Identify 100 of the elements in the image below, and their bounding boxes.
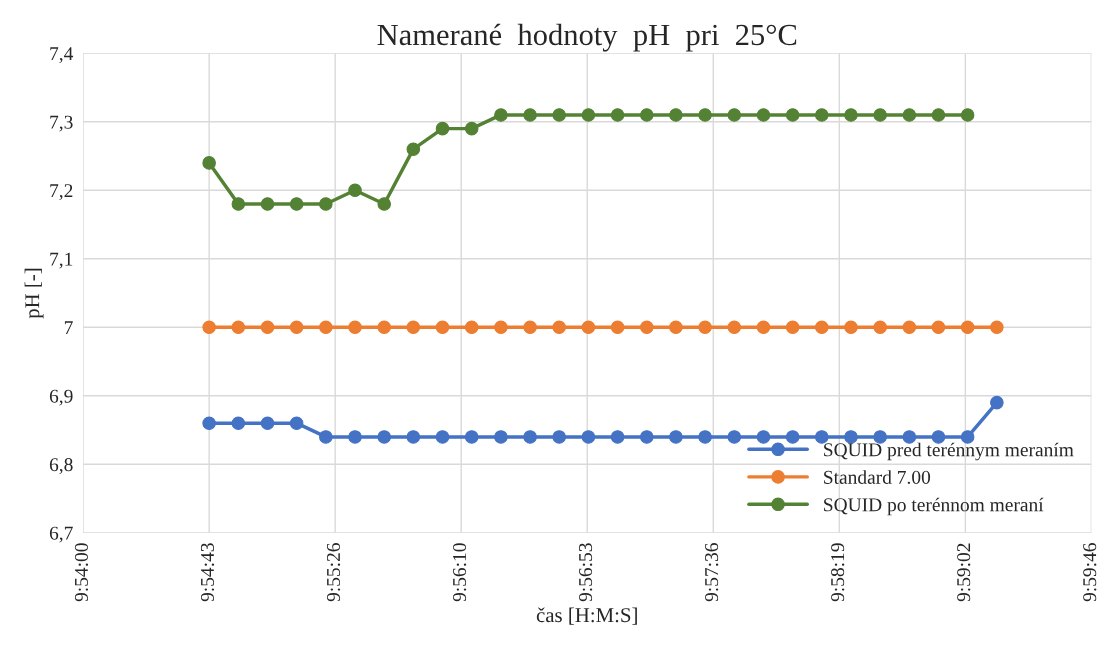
x-tick-label: 9:57:36 bbox=[705, 543, 719, 602]
point bbox=[873, 108, 887, 122]
point bbox=[640, 108, 654, 122]
point bbox=[873, 430, 887, 444]
point bbox=[698, 108, 712, 122]
point bbox=[231, 416, 246, 430]
point bbox=[727, 108, 742, 122]
point bbox=[844, 108, 858, 122]
point bbox=[902, 320, 917, 335]
point bbox=[377, 430, 391, 444]
y-tick-label: 7,2 bbox=[50, 184, 73, 201]
point bbox=[319, 197, 333, 211]
point bbox=[435, 121, 450, 136]
point bbox=[552, 108, 566, 122]
point bbox=[202, 416, 216, 430]
point bbox=[494, 430, 508, 444]
point bbox=[581, 108, 596, 122]
x-tick-label: 9:59:02 bbox=[957, 543, 971, 602]
point bbox=[348, 430, 362, 444]
point bbox=[698, 320, 712, 335]
point bbox=[348, 320, 362, 335]
point bbox=[260, 320, 275, 335]
point bbox=[406, 430, 421, 444]
point bbox=[902, 108, 917, 122]
point bbox=[435, 430, 450, 444]
y-tick-label: 6,7 bbox=[49, 526, 73, 543]
y-tick-label: 7 bbox=[64, 321, 73, 335]
point bbox=[873, 320, 887, 335]
point bbox=[727, 430, 742, 444]
chart-title: Namerané hodnoty pH pri 25°C bbox=[377, 23, 797, 52]
point bbox=[494, 108, 508, 122]
legend-label: SQUID pred terénnym meraním bbox=[824, 442, 1074, 461]
point bbox=[815, 430, 829, 444]
x-tick-label: 9:54:00 bbox=[74, 543, 89, 602]
point bbox=[202, 156, 216, 170]
point bbox=[319, 320, 333, 335]
point bbox=[610, 320, 625, 335]
point bbox=[464, 430, 479, 444]
point bbox=[669, 320, 683, 335]
point bbox=[990, 320, 1004, 335]
point bbox=[844, 320, 858, 335]
point bbox=[231, 197, 246, 211]
point bbox=[435, 320, 450, 335]
point bbox=[552, 320, 566, 335]
point bbox=[785, 430, 800, 444]
point bbox=[406, 320, 421, 335]
y-axis-title: pH [-] bbox=[24, 268, 44, 319]
point bbox=[377, 320, 391, 335]
point bbox=[552, 430, 566, 444]
point bbox=[581, 430, 596, 444]
point bbox=[931, 108, 946, 122]
point bbox=[640, 430, 654, 444]
legend-label: SQUID po terénnom meraní bbox=[824, 497, 1044, 516]
point bbox=[523, 430, 537, 444]
point bbox=[289, 320, 304, 335]
y-tick-label: 6,8 bbox=[49, 458, 73, 475]
x-tick-label: 9:58:19 bbox=[831, 543, 845, 602]
y-tick-label: 6,9 bbox=[49, 389, 73, 406]
point bbox=[523, 320, 537, 335]
point bbox=[202, 320, 216, 335]
point bbox=[931, 320, 946, 335]
x-tick-label: 9:55:26 bbox=[326, 543, 341, 602]
point bbox=[348, 183, 362, 198]
point bbox=[960, 108, 975, 122]
point bbox=[756, 430, 771, 444]
point bbox=[260, 197, 275, 211]
x-tick-label: 9:56:10 bbox=[452, 543, 467, 602]
point bbox=[727, 320, 742, 335]
point bbox=[990, 395, 1004, 410]
y-tick-label: 7,1 bbox=[50, 252, 73, 269]
point bbox=[581, 320, 596, 335]
point bbox=[960, 320, 975, 335]
point bbox=[669, 108, 683, 122]
point bbox=[785, 108, 800, 122]
point bbox=[377, 197, 391, 211]
point bbox=[260, 416, 275, 430]
point bbox=[289, 197, 304, 211]
legend-label: Standard 7.00 bbox=[824, 470, 931, 484]
point bbox=[406, 142, 421, 156]
point bbox=[756, 320, 771, 335]
point bbox=[698, 430, 712, 444]
point bbox=[844, 430, 858, 444]
point bbox=[231, 320, 246, 335]
point bbox=[640, 320, 654, 335]
point bbox=[756, 108, 771, 122]
y-tick-label: 7,3 bbox=[50, 115, 73, 132]
x-tick-label: 9:59:46 bbox=[1083, 543, 1097, 602]
point bbox=[289, 416, 304, 430]
point bbox=[464, 320, 479, 335]
point bbox=[669, 430, 683, 444]
x-tick-label: 9:54:43 bbox=[200, 543, 215, 602]
point bbox=[610, 108, 625, 122]
point bbox=[319, 430, 333, 444]
point bbox=[494, 320, 508, 335]
x-axis-title: čas [H:M:S] bbox=[536, 607, 637, 625]
point bbox=[815, 108, 829, 122]
point bbox=[464, 121, 479, 136]
x-tick-label: 9:56:53 bbox=[579, 543, 593, 602]
point bbox=[523, 108, 537, 122]
point bbox=[815, 320, 829, 335]
